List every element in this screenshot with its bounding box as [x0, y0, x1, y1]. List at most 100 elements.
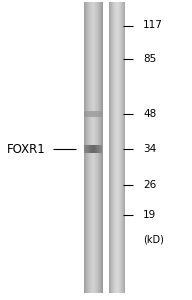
Bar — [89, 2, 90, 292]
Bar — [119, 2, 120, 292]
Bar — [110, 2, 111, 292]
Bar — [87, 111, 88, 117]
Bar — [95, 111, 96, 117]
Bar — [93, 2, 94, 292]
Bar — [97, 2, 98, 292]
Text: 48: 48 — [143, 109, 156, 119]
Bar — [101, 111, 102, 117]
Bar — [96, 145, 97, 153]
Bar — [90, 145, 91, 153]
Bar — [122, 2, 123, 292]
Text: 19: 19 — [143, 210, 156, 220]
Bar — [86, 111, 87, 117]
Bar — [123, 2, 124, 292]
Bar — [85, 2, 86, 292]
Bar — [98, 111, 99, 117]
Bar — [91, 145, 92, 153]
Bar — [84, 111, 85, 117]
Bar — [91, 2, 92, 292]
Bar — [95, 145, 96, 153]
Text: 26: 26 — [143, 179, 156, 190]
Bar — [102, 2, 103, 292]
Bar — [117, 2, 118, 292]
Bar — [86, 111, 87, 117]
Bar — [113, 2, 114, 292]
Bar — [120, 2, 121, 292]
Bar — [89, 145, 90, 153]
Bar — [90, 2, 91, 292]
Bar — [97, 111, 98, 117]
Bar — [98, 111, 99, 117]
Bar — [87, 111, 88, 117]
Bar — [95, 145, 96, 153]
Bar — [121, 2, 122, 292]
Bar — [117, 2, 118, 292]
Bar — [94, 111, 95, 117]
Bar — [92, 2, 93, 292]
Bar — [90, 145, 91, 153]
Bar — [89, 145, 90, 153]
Bar — [89, 111, 90, 117]
Bar — [98, 2, 99, 292]
Bar — [99, 2, 100, 292]
Bar — [86, 145, 87, 153]
Bar — [116, 2, 117, 292]
Bar — [85, 2, 86, 292]
Bar — [84, 2, 85, 292]
Bar — [94, 2, 95, 292]
Bar — [102, 145, 103, 153]
Bar — [91, 111, 92, 117]
Bar — [96, 2, 97, 292]
Bar — [89, 145, 90, 153]
Bar — [97, 145, 98, 153]
Bar — [95, 145, 96, 153]
Bar — [91, 2, 92, 292]
Bar — [100, 2, 101, 292]
Bar — [101, 111, 102, 117]
Bar — [99, 145, 100, 153]
Bar — [88, 2, 89, 292]
Bar — [100, 111, 101, 117]
Bar — [91, 111, 92, 117]
Bar — [122, 2, 123, 292]
Bar — [111, 2, 112, 292]
Bar — [93, 145, 94, 153]
Bar — [96, 2, 97, 292]
Bar — [85, 111, 86, 117]
Bar — [120, 2, 121, 292]
Bar — [92, 145, 93, 153]
Bar — [92, 145, 93, 153]
Bar — [100, 145, 101, 153]
Bar — [84, 2, 85, 292]
Bar — [90, 2, 91, 292]
Bar — [97, 2, 98, 292]
Bar — [115, 2, 116, 292]
Bar — [110, 2, 111, 292]
Bar — [89, 2, 90, 292]
Bar — [96, 145, 97, 153]
Bar — [97, 145, 98, 153]
Bar — [99, 2, 100, 292]
Bar — [117, 2, 118, 292]
Bar — [98, 2, 99, 292]
Bar — [87, 145, 88, 153]
Bar — [95, 2, 96, 292]
Text: (kD): (kD) — [143, 235, 164, 245]
Bar — [96, 111, 97, 117]
Bar — [94, 111, 95, 117]
Bar — [91, 111, 92, 117]
Bar — [100, 111, 101, 117]
Bar — [101, 111, 102, 117]
Bar — [100, 145, 101, 153]
Bar — [92, 111, 93, 117]
Bar — [113, 2, 114, 292]
Bar — [101, 2, 102, 292]
Bar — [89, 111, 90, 117]
Bar — [119, 2, 120, 292]
Bar — [87, 2, 88, 292]
Bar — [94, 2, 95, 292]
Bar — [94, 145, 95, 153]
Bar — [88, 111, 89, 117]
Bar — [96, 111, 97, 117]
Bar — [123, 2, 124, 292]
